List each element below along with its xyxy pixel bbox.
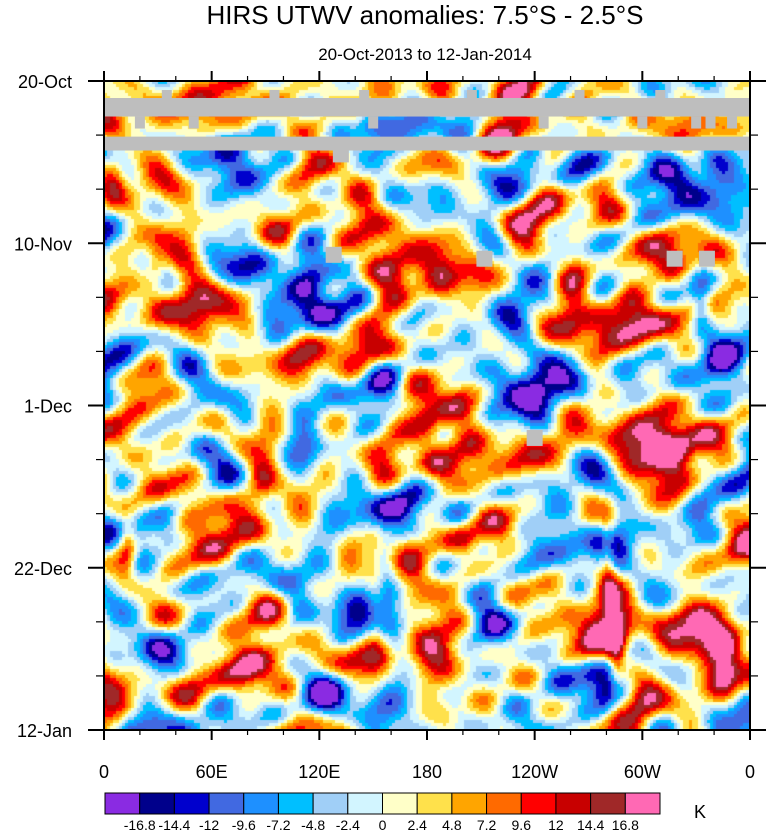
- missing-stub-top: [161, 89, 172, 100]
- colorbar-swatch-6: [312, 792, 349, 815]
- y-tick-label-0: 20-Oct: [18, 72, 72, 92]
- missing-patch-4: [698, 250, 715, 267]
- missing-patch-5: [526, 429, 543, 446]
- missing-band-0: [104, 97, 750, 117]
- colorbar-swatch-7: [347, 792, 383, 815]
- colorbar-swatch-10: [451, 792, 488, 815]
- colorbar-label-10: 7.2: [477, 817, 497, 830]
- colorbar-label-2: -12: [199, 817, 219, 830]
- x-tick-label-6: 0: [745, 762, 755, 782]
- colorbar-unit: K: [694, 802, 706, 822]
- missing-stub: [134, 116, 145, 129]
- colorbar-label-13: 14.4: [577, 817, 604, 830]
- missing-stub: [637, 116, 648, 129]
- colorbar-swatch-2: [173, 792, 210, 815]
- y-tick-label-2: 1-Dec: [24, 397, 72, 417]
- missing-band-1: [104, 136, 750, 151]
- x-tick-label-2: 120E: [298, 762, 340, 782]
- colorbar-swatch-12: [520, 792, 557, 815]
- y-axis-labels: 20-Oct 10-Nov 1-Dec 22-Dec 12-Jan: [14, 72, 72, 741]
- anomaly-field: [104, 81, 750, 730]
- x-tick-label-0: 0: [99, 762, 109, 782]
- colorbar-swatch-15: [624, 792, 661, 815]
- missing-stub-top: [655, 89, 666, 100]
- missing-patch-0: [332, 146, 349, 163]
- colorbar-label-12: 12: [548, 817, 564, 830]
- colorbar-label-3: -9.6: [232, 817, 256, 830]
- colorbar-label-8: 2.4: [407, 817, 427, 830]
- colorbar-label-7: 0: [379, 817, 387, 830]
- colorbar-label-5: -4.8: [301, 817, 325, 830]
- chart-subtitle: 20-Oct-2013 to 12-Jan-2014: [318, 45, 532, 64]
- missing-patch-2: [476, 250, 493, 267]
- missing-stub: [727, 116, 738, 129]
- x-tick-label-4: 120W: [511, 762, 558, 782]
- missing-stub: [368, 116, 379, 129]
- x-tick-label-3: 180: [412, 762, 442, 782]
- missing-stub-top: [574, 89, 585, 100]
- missing-patch-1: [325, 246, 342, 263]
- missing-stub-top: [466, 89, 477, 100]
- colorbar-swatch-13: [555, 792, 592, 815]
- colorbar-label-6: -2.4: [336, 817, 360, 830]
- colorbar: -16.8 -14.4 -12 -9.6 -7.2 -4.8 -2.4 0 2.4 4.8 7.2 9…: [104, 792, 661, 830]
- colorbar-swatch-8: [382, 792, 418, 815]
- y-tick-label-4: 12-Jan: [17, 721, 72, 741]
- x-axis-labels: 0 60E 120E 180 120W 60W 0: [99, 762, 755, 782]
- colorbar-label-14: 16.8: [612, 817, 639, 830]
- missing-data-layer: [104, 89, 750, 446]
- colorbar-swatch-11: [486, 792, 522, 815]
- missing-patch-3: [666, 250, 683, 267]
- heatmap-plot-area: [104, 81, 750, 730]
- chart-title: HIRS UTWV anomalies: 7.5°S - 2.5°S: [207, 0, 644, 30]
- missing-stub: [691, 116, 702, 129]
- missing-stub-top: [359, 89, 370, 100]
- axis-ticks: [88, 71, 766, 740]
- colorbar-swatch-9: [416, 792, 453, 815]
- colorbar-swatch-5: [277, 792, 314, 815]
- colorbar-label-9: 4.8: [442, 817, 462, 830]
- missing-stub: [705, 116, 716, 129]
- x-tick-label-5: 60W: [624, 762, 661, 782]
- colorbar-swatch-0: [104, 792, 141, 815]
- colorbar-label-1: -14.4: [158, 817, 190, 830]
- colorbar-label-11: 9.6: [512, 817, 532, 830]
- missing-stub-top: [269, 89, 280, 100]
- missing-stub: [188, 116, 199, 129]
- y-tick-label-3: 22-Dec: [14, 559, 72, 579]
- missing-stub: [538, 116, 549, 129]
- colorbar-label-0: -16.8: [124, 817, 156, 830]
- colorbar-swatch-14: [590, 792, 626, 815]
- colorbar-swatch-1: [139, 792, 175, 815]
- colorbar-swatch-4: [243, 792, 279, 815]
- colorbar-label-4: -7.2: [266, 817, 290, 830]
- y-tick-label-1: 10-Nov: [14, 234, 72, 254]
- colorbar-swatch-3: [208, 792, 245, 815]
- x-tick-label-1: 60E: [196, 762, 228, 782]
